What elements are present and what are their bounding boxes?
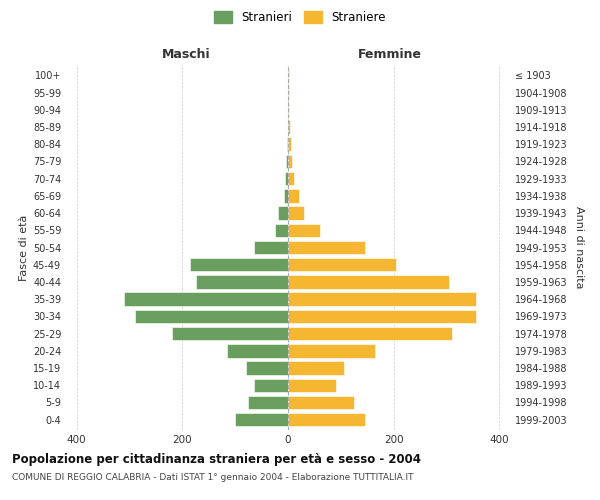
Bar [284, 189, 288, 202]
Bar [288, 241, 365, 254]
Text: Popolazione per cittadinanza straniera per età e sesso - 2004: Popolazione per cittadinanza straniera p… [12, 452, 421, 466]
Bar [288, 362, 343, 374]
Bar [286, 172, 288, 186]
Bar [288, 378, 335, 392]
Bar [246, 362, 288, 374]
Bar [124, 292, 288, 306]
Bar [288, 396, 354, 409]
Bar [288, 224, 320, 237]
Bar [287, 138, 288, 151]
Bar [288, 172, 295, 186]
Bar [235, 413, 288, 426]
Bar [196, 275, 288, 288]
Bar [286, 154, 288, 168]
Y-axis label: Fasce di età: Fasce di età [19, 214, 29, 280]
Bar [288, 189, 299, 202]
Bar [248, 396, 288, 409]
Bar [190, 258, 288, 272]
Bar [288, 258, 397, 272]
Bar [288, 206, 304, 220]
Bar [172, 327, 288, 340]
Bar [288, 103, 289, 117]
Bar [288, 138, 290, 151]
Bar [288, 413, 365, 426]
Bar [288, 292, 476, 306]
Bar [275, 224, 288, 237]
Text: Maschi: Maschi [161, 48, 210, 62]
Text: COMUNE DI REGGIO CALABRIA - Dati ISTAT 1° gennaio 2004 - Elaborazione TUTTITALIA: COMUNE DI REGGIO CALABRIA - Dati ISTAT 1… [12, 472, 413, 482]
Y-axis label: Anni di nascita: Anni di nascita [574, 206, 584, 289]
Bar [227, 344, 288, 358]
Bar [288, 310, 476, 323]
Bar [288, 154, 292, 168]
Bar [254, 378, 288, 392]
Legend: Stranieri, Straniere: Stranieri, Straniere [214, 11, 386, 24]
Bar [278, 206, 288, 220]
Text: Femmine: Femmine [358, 48, 422, 62]
Bar [288, 120, 290, 134]
Bar [135, 310, 288, 323]
Bar [288, 327, 452, 340]
Bar [288, 344, 375, 358]
Bar [254, 241, 288, 254]
Bar [288, 275, 449, 288]
